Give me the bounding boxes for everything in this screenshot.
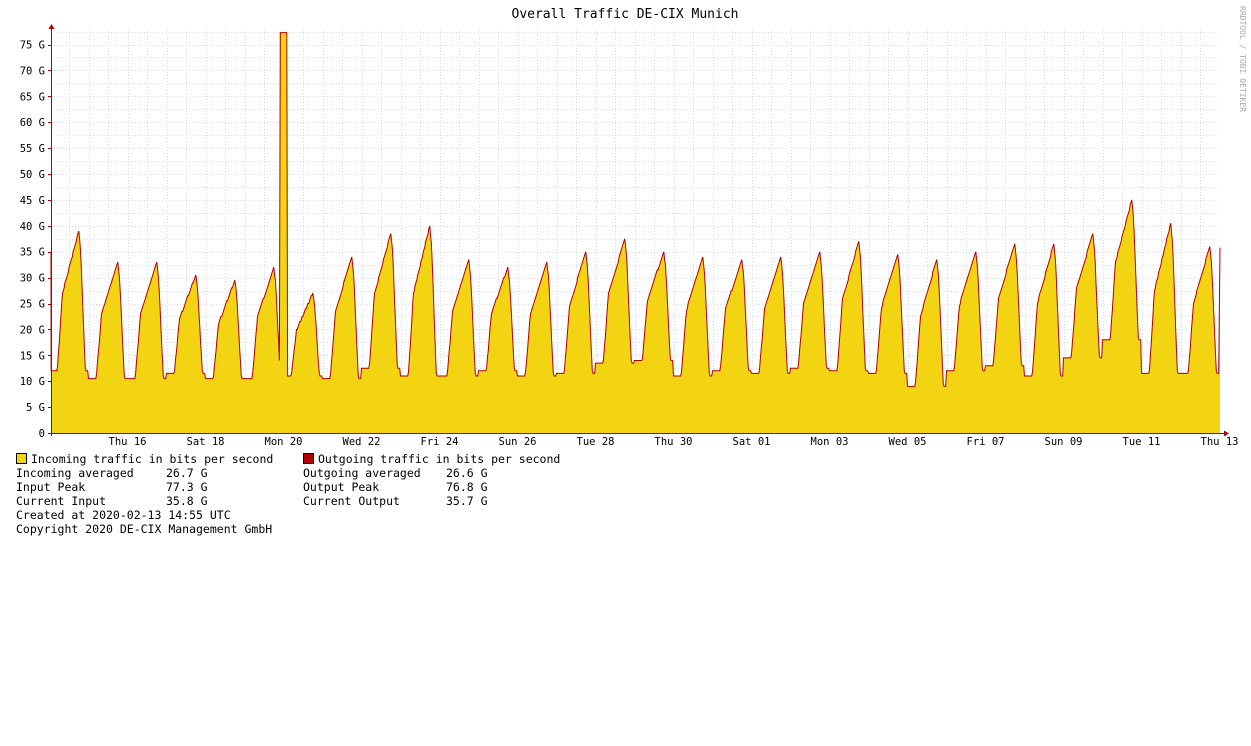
traffic-chart: Overall Traffic DE-CIX Munich RRDTOOL / … [20,6,1247,448]
x-tick-label: Thu 16 [109,436,147,448]
legend-incoming-label: Incoming traffic in bits per second [31,452,274,466]
x-axis-labels: Thu 16 Sat 18 Mon 20 Wed 22 Fri 24 Sun 26 Tue … [109,436,1239,448]
y-tick-label: 55 G [20,143,45,155]
y-tick-label: 40 G [20,221,45,233]
y-tick-label: 30 G [20,273,45,285]
incoming-averaged-value: 26.7 G [166,466,208,480]
x-tick-label: Sat 01 [733,436,771,448]
chart-title: Overall Traffic DE-CIX Munich [512,7,739,22]
x-tick-label: Thu 30 [655,436,693,448]
axes [48,24,1229,437]
y-tick-label: 0 [39,428,45,440]
legend-outgoing-label: Outgoing traffic in bits per second [318,452,561,466]
copyright: Copyright 2020 DE-CIX Management GmbH [16,522,273,536]
incoming-averaged-label: Incoming averaged [16,466,134,480]
output-peak-label: Output Peak [303,480,380,494]
x-tick-label: Tue 11 [1123,436,1161,448]
traffic-area [50,32,1221,433]
outgoing-averaged-value: 26.6 G [446,466,488,480]
y-tick-label: 50 G [20,169,45,181]
incoming-swatch [16,453,27,464]
y-axis-arrow [48,24,55,29]
watermark: RRDTOOL / TOBI OETIKER [1238,6,1247,112]
y-tick-label: 25 G [20,299,45,311]
x-tick-label: Wed 05 [889,436,927,448]
x-tick-label: Sat 18 [187,436,225,448]
y-tick-label: 60 G [20,117,45,129]
grid [51,30,1220,434]
y-axis-labels: 0 5 G 10 G 15 G 20 G 25 G 30 G 35 G 40 G 45 G 50 G… [20,40,51,440]
x-tick-label: Fri 24 [421,436,459,448]
y-tick-label: 65 G [20,91,45,103]
y-tick-label: 35 G [20,247,45,259]
outgoing-averaged-label: Outgoing averaged [303,466,421,480]
outgoing-swatch [303,453,314,464]
x-axis-arrow [1224,430,1229,437]
x-tick-label: Wed 22 [343,436,381,448]
x-tick-label: Mon 20 [265,436,303,448]
y-tick-label: 10 G [20,376,45,388]
current-output-label: Current Output [303,494,400,508]
output-peak-value: 76.8 G [446,480,488,494]
created-at: Created at 2020-02-13 14:55 UTC [16,508,231,522]
input-peak-label: Input Peak [16,480,86,494]
input-peak-value: 77.3 G [166,480,208,494]
current-input-value: 35.8 G [166,494,208,508]
x-tick-label: Thu 13 [1201,436,1239,448]
x-tick-label: Fri 07 [967,436,1005,448]
current-output-value: 35.7 G [446,494,488,508]
legend-incoming: Incoming traffic in bits per second [16,452,273,466]
x-tick-label: Tue 28 [577,436,615,448]
x-tick-label: Sun 26 [499,436,537,448]
y-tick-label: 20 G [20,324,45,336]
y-tick-label: 70 G [20,65,45,77]
x-tick-label: Sun 09 [1045,436,1083,448]
incoming-area [51,32,1220,433]
legend: Incoming traffic in bits per second Outg… [16,452,560,746]
current-input-label: Current Input [16,494,107,508]
legend-outgoing: Outgoing traffic in bits per second [303,452,560,466]
y-tick-label: 45 G [20,195,45,207]
y-tick-label: 75 G [20,40,45,52]
y-tick-label: 15 G [20,350,45,362]
x-tick-label: Mon 03 [811,436,849,448]
outgoing-line [50,32,1221,387]
y-tick-label: 5 G [26,402,45,414]
